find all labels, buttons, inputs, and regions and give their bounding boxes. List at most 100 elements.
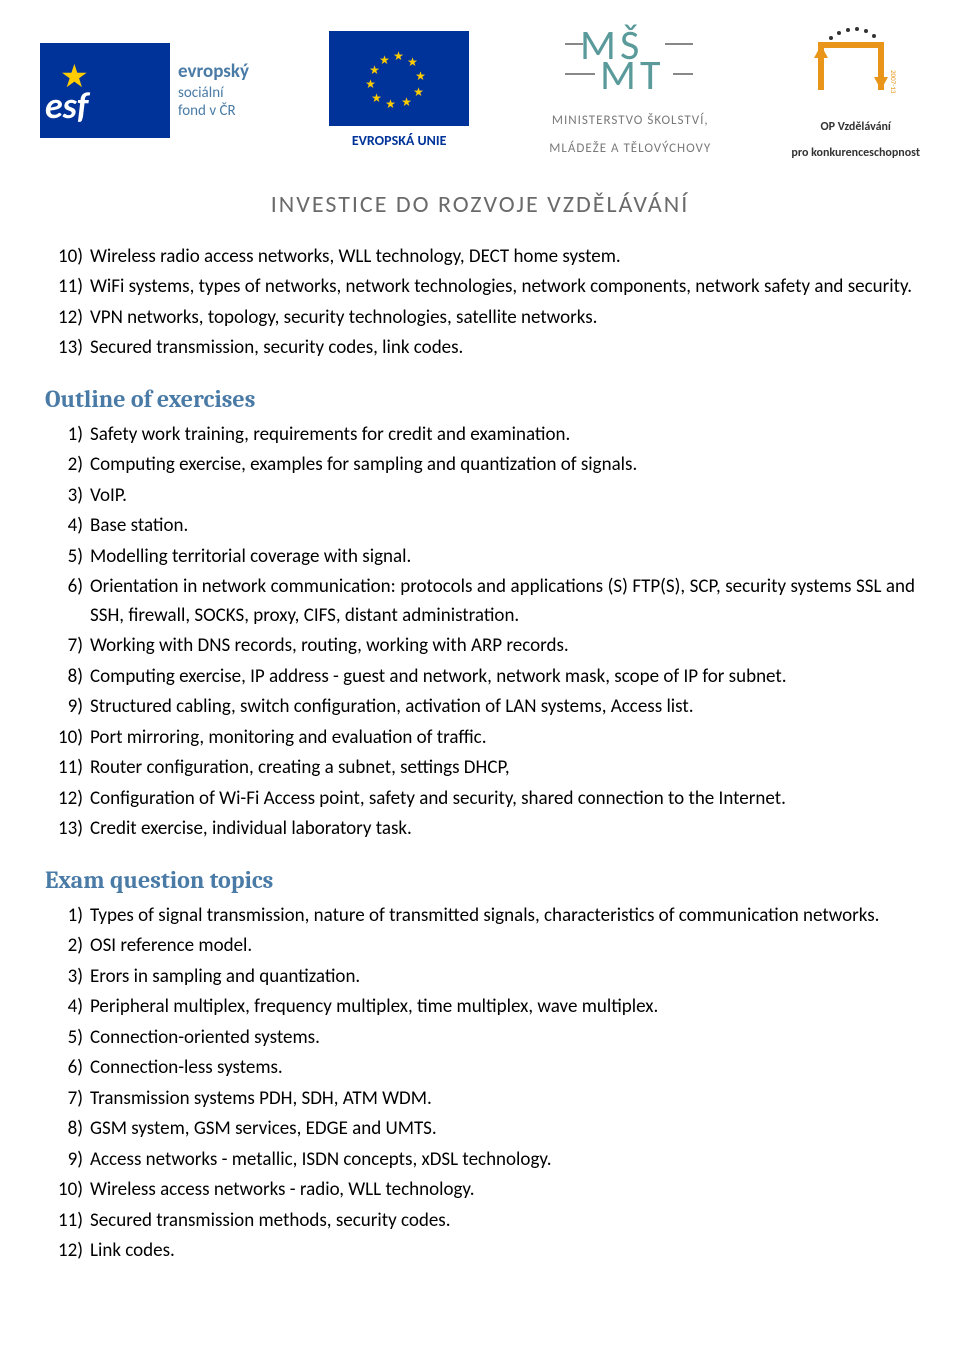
item-text: Structured cabling, switch configuration…	[90, 695, 694, 718]
item-text: Computing exercise, IP address - guest a…	[90, 665, 787, 688]
item-number: 6)	[45, 573, 83, 602]
item-number: 2)	[45, 932, 83, 961]
item-text: Orientation in network communication: pr…	[90, 575, 915, 627]
list-item: 11)WiFi systems, types of networks, netw…	[90, 273, 915, 302]
item-number: 1)	[45, 902, 83, 931]
item-number: 8)	[45, 663, 83, 692]
item-number: 8)	[45, 1115, 83, 1144]
exercises-list: 1) Safety work training, requirements for…	[45, 421, 915, 844]
item-number: 7)	[45, 632, 83, 661]
item-text: Link codes.	[90, 1239, 175, 1262]
list-item: 6)Connection-less systems.	[90, 1054, 915, 1083]
item-number: 13)	[45, 334, 83, 363]
item-text: Computing exercise, examples for samplin…	[90, 453, 637, 476]
list-item: 10)Wireless radio access networks, WLL t…	[90, 243, 915, 272]
esf-logo-text: esf	[45, 79, 88, 133]
item-text: Transmission systems PDH, SDH, ATM WDM.	[90, 1087, 432, 1110]
item-text: WiFi systems, types of networks, network…	[90, 275, 912, 298]
item-text: Port mirroring, monitoring and evaluatio…	[90, 726, 487, 749]
list-item: 11)Router configuration, creating a subn…	[90, 754, 915, 783]
list-item: 12)Link codes.	[90, 1237, 915, 1266]
header-logos: ★ esf evropský sociální fond v ČR ★ ★ ★ …	[0, 0, 960, 172]
item-text: Peripheral multiplex, frequency multiple…	[90, 995, 658, 1018]
op-logo-block: 2007-13 OP Vzdělávání pro konkurencescho…	[791, 20, 920, 162]
msmt-logo-icon: M Š M T	[565, 24, 695, 94]
item-number: 10)	[45, 724, 83, 753]
item-number: 11)	[45, 754, 83, 783]
item-number: 12)	[45, 785, 83, 814]
item-number: 11)	[45, 273, 83, 302]
item-number: 1)	[45, 421, 83, 450]
lectures-list-continued: 10)Wireless radio access networks, WLL t…	[45, 243, 915, 363]
list-item: 12)Configuration of Wi-Fi Access point, …	[90, 785, 915, 814]
item-text: VoIP.	[90, 484, 127, 507]
item-number: 9)	[45, 1146, 83, 1175]
msmt-text-line1: MINISTERSTVO ŠKOLSTVÍ,	[549, 111, 711, 131]
list-item: 2)OSI reference model.	[90, 932, 915, 961]
item-number: 3)	[45, 963, 83, 992]
list-item: 3)VoIP.	[90, 482, 915, 511]
list-item: 7)Working with DNS records, routing, wor…	[90, 632, 915, 661]
item-text: Connection-oriented systems.	[90, 1026, 320, 1049]
item-number: 12)	[45, 304, 83, 333]
item-number: 10)	[45, 1176, 83, 1205]
op-text-line2: pro konkurenceschopnost	[791, 144, 920, 162]
item-text: Connection-less systems.	[90, 1056, 283, 1079]
esf-logo-block: ★ esf evropský sociální fond v ČR	[40, 43, 249, 138]
exercises-heading: Outline of exercises	[45, 381, 915, 417]
item-text: Credit exercise, individual laboratory t…	[90, 817, 412, 840]
item-text: Router configuration, creating a subnet,…	[90, 756, 510, 779]
item-text: Types of signal transmission, nature of …	[90, 904, 879, 927]
esf-label-line1: evropský	[178, 61, 249, 84]
msmt-text-line2: MLÁDEŽE A TĚLOVÝCHOVY	[549, 139, 711, 159]
list-item: 8)Computing exercise, IP address - guest…	[90, 663, 915, 692]
item-text: Modelling territorial coverage with sign…	[90, 545, 411, 568]
svg-text:M: M	[600, 50, 636, 94]
list-item: 9)Structured cabling, switch configurati…	[90, 693, 915, 722]
item-number: 7)	[45, 1085, 83, 1114]
item-text: Secured transmission methods, security c…	[90, 1209, 451, 1232]
esf-label-line3: fond v ČR	[178, 102, 249, 120]
item-text: Wireless access networks - radio, WLL te…	[90, 1178, 475, 1201]
item-text: Erors in sampling and quantization.	[90, 965, 360, 988]
list-item: 4)Peripheral multiplex, frequency multip…	[90, 993, 915, 1022]
list-item: 12)VPN networks, topology, security tech…	[90, 304, 915, 333]
item-number: 4)	[45, 512, 83, 541]
item-text: Base station.	[90, 514, 188, 537]
item-number: 2)	[45, 451, 83, 480]
list-item: 1)Safety work training, requirements for…	[90, 421, 915, 450]
list-item: 7)Transmission systems PDH, SDH, ATM WDM…	[90, 1085, 915, 1114]
item-text: Safety work training, requirements for c…	[90, 423, 570, 446]
op-logo-icon: 2007-13	[806, 20, 906, 100]
item-number: 12)	[45, 1237, 83, 1266]
item-number: 9)	[45, 693, 83, 722]
item-text: VPN networks, topology, security technol…	[90, 306, 597, 329]
item-number: 13)	[45, 815, 83, 844]
esf-label: evropský sociální fond v ČR	[178, 61, 249, 120]
list-item: 10)Port mirroring, monitoring and evalua…	[90, 724, 915, 753]
msmt-logo-block: M Š M T MINISTERSTVO ŠKOLSTVÍ, MLÁDEŽE A…	[549, 24, 711, 159]
esf-logo: ★ esf	[40, 43, 170, 138]
list-item: 3)Erors in sampling and quantization.	[90, 963, 915, 992]
list-item: 9)Access networks - metallic, ISDN conce…	[90, 1146, 915, 1175]
eu-flag-icon: ★ ★ ★ ★ ★ ★ ★ ★ ★ ★	[329, 31, 469, 126]
item-text: GSM system, GSM services, EDGE and UMTS.	[90, 1117, 437, 1140]
list-item: 13)Secured transmission, security codes,…	[90, 334, 915, 363]
list-item: 2)Computing exercise, examples for sampl…	[90, 451, 915, 480]
item-text: OSI reference model.	[90, 934, 252, 957]
document-content: 10) Wireless radio access networks, WLL t…	[0, 243, 960, 1308]
item-text: Working with DNS records, routing, worki…	[90, 634, 569, 657]
list-item: 1)Types of signal transmission, nature o…	[90, 902, 915, 931]
svg-text:2007-13: 2007-13	[889, 70, 898, 94]
op-text-line1: OP Vzdělávání	[791, 118, 920, 136]
list-item: 6)Orientation in network communication: …	[90, 573, 915, 630]
list-item: 13)Credit exercise, individual laborator…	[90, 815, 915, 844]
svg-text:T: T	[640, 50, 660, 94]
list-item: 8)GSM system, GSM services, EDGE and UMT…	[90, 1115, 915, 1144]
eu-logo-block: ★ ★ ★ ★ ★ ★ ★ ★ ★ ★ EVROPSKÁ UNIE	[329, 31, 469, 151]
list-item: 10)Wireless access networks - radio, WLL…	[90, 1176, 915, 1205]
exam-topics-heading: Exam question topics	[45, 862, 915, 898]
item-text: Wireless radio access networks, WLL tech…	[90, 245, 621, 268]
list-item: 4)Base station.	[90, 512, 915, 541]
item-number: 3)	[45, 482, 83, 511]
